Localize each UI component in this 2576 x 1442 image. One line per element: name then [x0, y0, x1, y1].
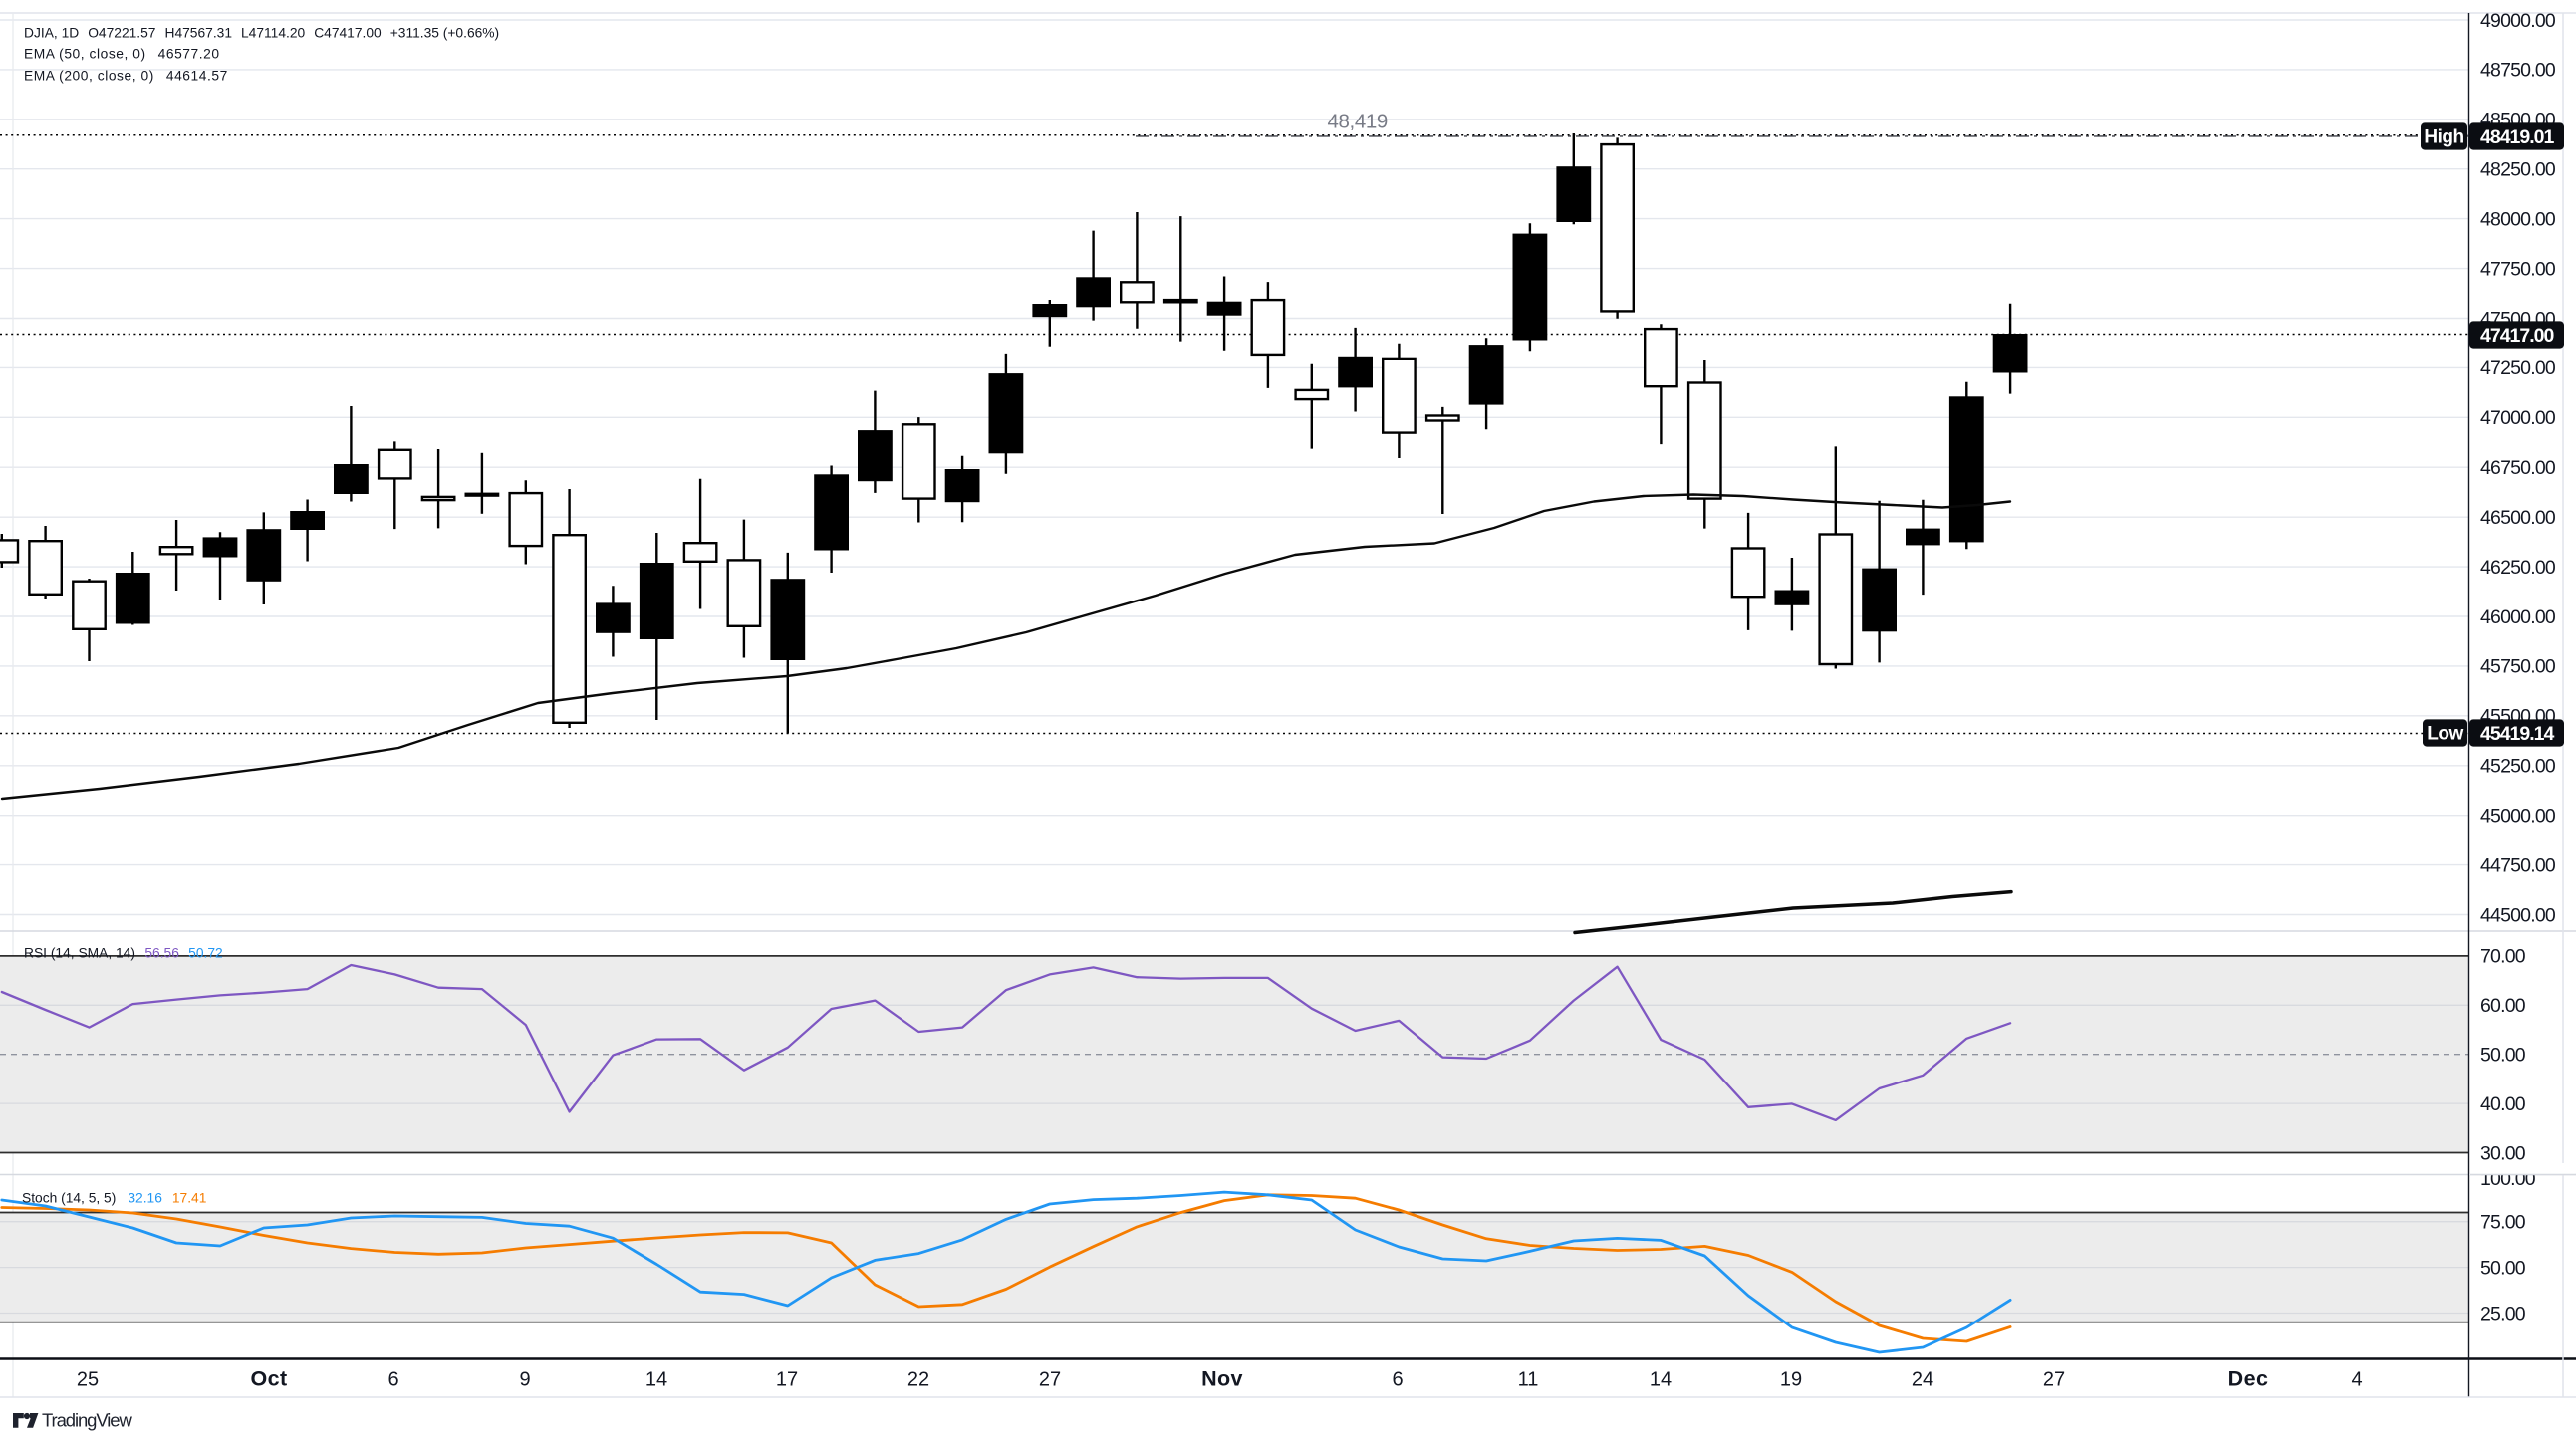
svg-text:46750.00: 46750.00 [2480, 457, 2556, 479]
svg-text:EMA (50, close, 0)46577.20: EMA (50, close, 0) 46577.20 [24, 47, 220, 62]
svg-text:14: 14 [645, 1369, 667, 1391]
svg-text:44750.00: 44750.00 [2480, 854, 2556, 876]
svg-text:47417.00: 47417.00 [2480, 325, 2554, 347]
svg-text:24: 24 [1912, 1369, 1933, 1391]
svg-text:30.00: 30.00 [2480, 1142, 2526, 1164]
svg-text:TradingView: TradingView [42, 1410, 132, 1431]
svg-text:22: 22 [907, 1369, 929, 1391]
svg-text:50.00: 50.00 [2480, 1257, 2526, 1279]
svg-text:Dec: Dec [2228, 1367, 2269, 1391]
svg-text:70.00: 70.00 [2480, 946, 2526, 968]
svg-text:Oct: Oct [250, 1367, 287, 1391]
svg-text:75.00: 75.00 [2480, 1212, 2526, 1234]
svg-text:Nov: Nov [1201, 1367, 1243, 1391]
svg-text:11: 11 [1518, 1369, 1539, 1391]
svg-text:40.00: 40.00 [2480, 1093, 2526, 1115]
svg-text:48,419: 48,419 [1328, 111, 1388, 133]
svg-text:45750.00: 45750.00 [2480, 656, 2556, 678]
svg-text:6: 6 [1392, 1369, 1403, 1391]
svg-text:46500.00: 46500.00 [2480, 507, 2556, 529]
svg-text:45250.00: 45250.00 [2480, 756, 2556, 778]
svg-text:48750.00: 48750.00 [2480, 60, 2556, 82]
svg-text:4: 4 [2351, 1369, 2362, 1391]
svg-text:25.00: 25.00 [2480, 1303, 2526, 1324]
svg-text:46000.00: 46000.00 [2480, 606, 2556, 628]
svg-text:45419.14: 45419.14 [2480, 723, 2554, 745]
svg-text:47000.00: 47000.00 [2480, 407, 2556, 429]
svg-text:46250.00: 46250.00 [2480, 557, 2556, 579]
svg-text:47250.00: 47250.00 [2480, 358, 2556, 379]
svg-text:High: High [2424, 127, 2463, 148]
svg-text:27: 27 [1039, 1369, 1061, 1391]
svg-text:45000.00: 45000.00 [2480, 806, 2556, 828]
svg-text:6: 6 [387, 1369, 398, 1391]
svg-text:Low: Low [2427, 724, 2463, 745]
svg-text:EMA (200, close, 0)44614.57: EMA (200, close, 0) 44614.57 [24, 69, 228, 84]
svg-text:27: 27 [2043, 1369, 2065, 1391]
svg-text:49000.00: 49000.00 [2480, 10, 2556, 32]
svg-text:25: 25 [77, 1369, 99, 1391]
svg-text:17: 17 [776, 1369, 798, 1391]
svg-text:48000.00: 48000.00 [2480, 208, 2556, 230]
svg-text:50.00: 50.00 [2480, 1045, 2526, 1067]
svg-text:19: 19 [1780, 1369, 1802, 1391]
svg-text:9: 9 [519, 1369, 530, 1391]
svg-text:48250.00: 48250.00 [2480, 159, 2556, 181]
svg-text:60.00: 60.00 [2480, 995, 2526, 1017]
svg-text:47750.00: 47750.00 [2480, 258, 2556, 280]
svg-text:44500.00: 44500.00 [2480, 904, 2556, 926]
svg-text:14: 14 [1650, 1369, 1672, 1391]
svg-text:48419.01: 48419.01 [2480, 126, 2554, 148]
